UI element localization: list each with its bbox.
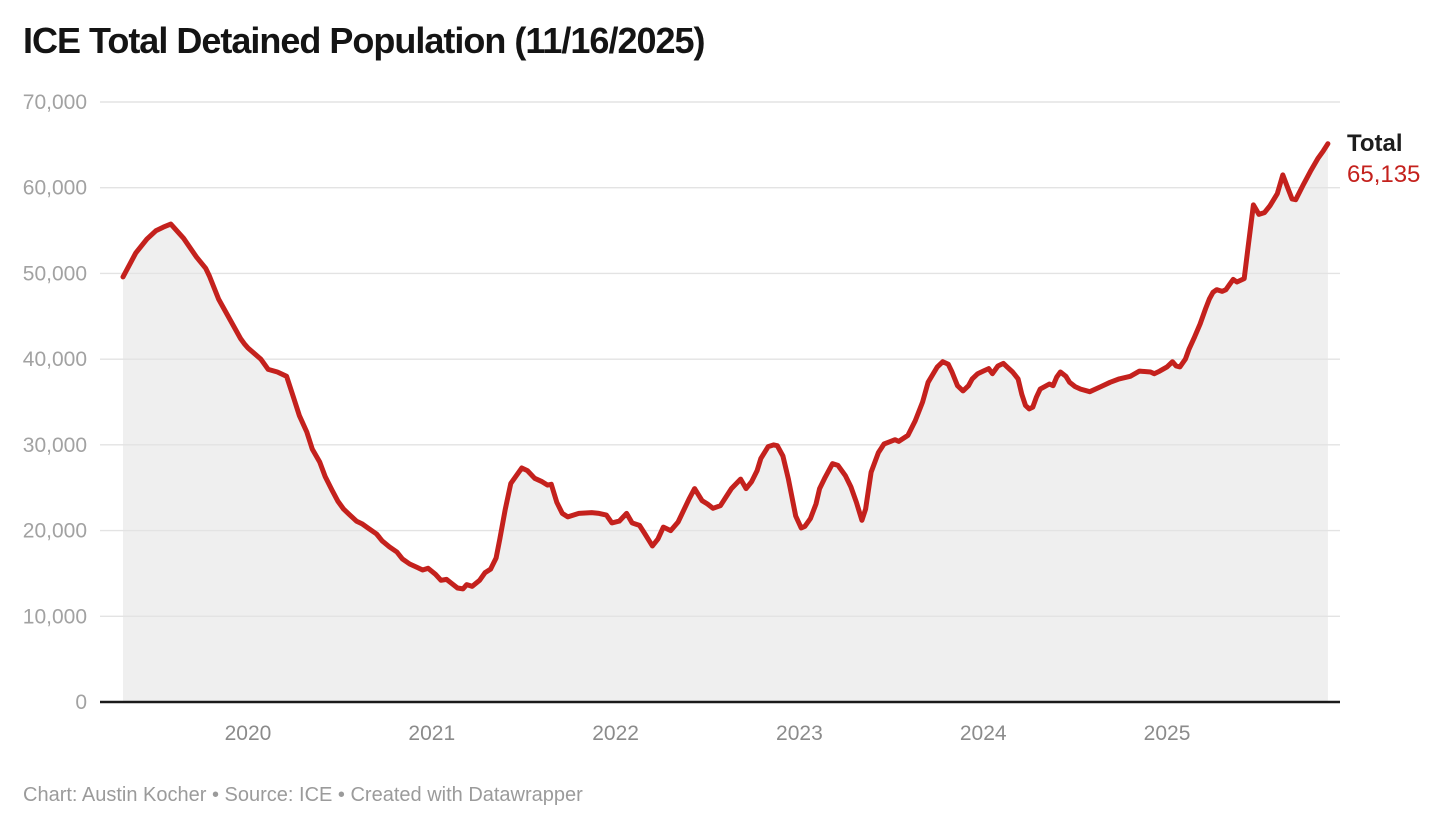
x-tick-label: 2023 (776, 722, 823, 745)
data-line (120, 141, 1331, 592)
x-tick-label: 2021 (408, 722, 455, 745)
chart-attribution: Chart: Austin Kocher • Source: ICE • Cre… (23, 784, 583, 806)
y-tick-label: 40,000 (23, 348, 87, 371)
x-tick-label: 2020 (225, 722, 272, 745)
total-annotation-label: Total (1347, 130, 1403, 157)
total-annotation: Total 65,135 (1347, 130, 1420, 188)
x-tick-label: 2024 (960, 722, 1007, 745)
y-tick-label: 10,000 (23, 605, 87, 628)
y-tick-label: 50,000 (23, 262, 87, 285)
x-tick-label: 2025 (1144, 722, 1191, 745)
total-annotation-value: 65,135 (1347, 160, 1421, 188)
chart-title: ICE Total Detained Population (11/16/202… (23, 20, 706, 61)
y-tick-label: 70,000 (23, 91, 87, 114)
x-tick-label: 2022 (592, 722, 639, 745)
y-tick-label: 0 (75, 691, 87, 714)
area-fill (123, 143, 1328, 702)
y-tick-label: 30,000 (23, 434, 87, 457)
y-tick-label: 60,000 (23, 177, 87, 200)
y-tick-label: 20,000 (23, 520, 87, 543)
